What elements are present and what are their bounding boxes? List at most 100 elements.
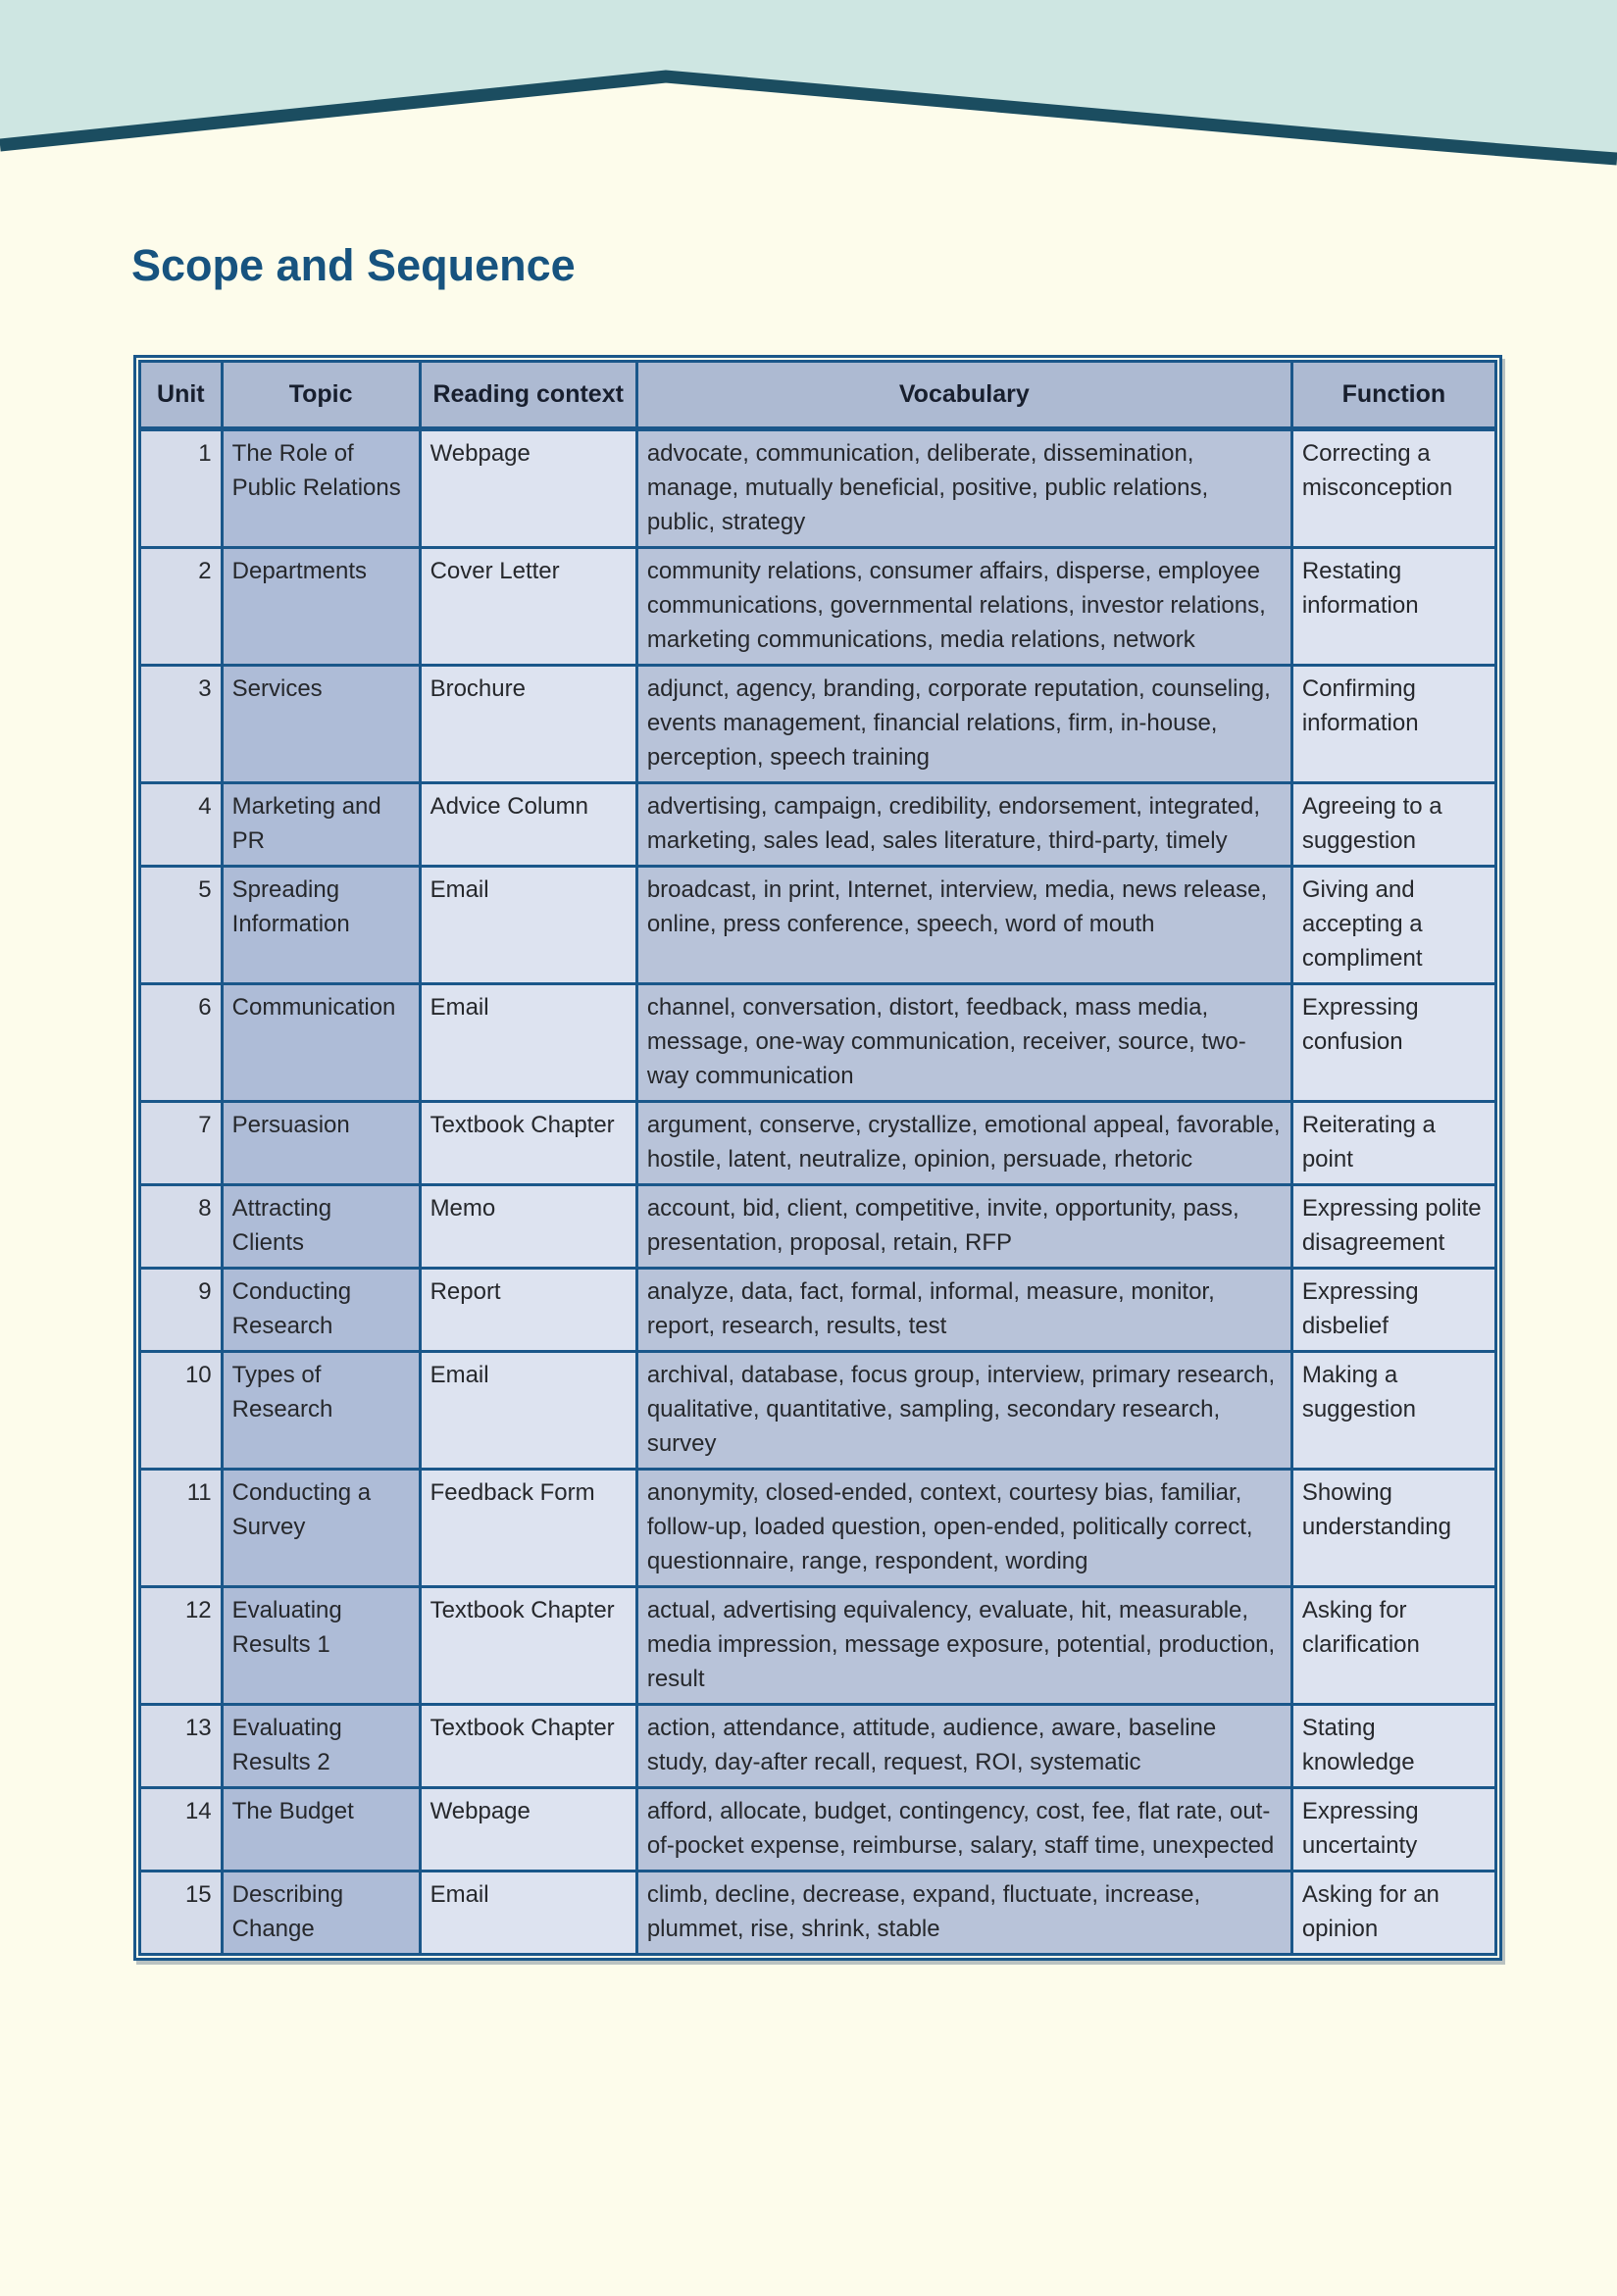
reading-context-cell: Webpage: [418, 427, 638, 549]
table-row: 15 Describing Change Email climb, declin…: [138, 1870, 1498, 1956]
unit-cell: 9: [138, 1267, 224, 1353]
column-header-topic: Topic: [220, 360, 422, 431]
table-row: 2 Departments Cover Letter community rel…: [138, 546, 1498, 667]
table-row: 13 Evaluating Results 2 Textbook Chapter…: [138, 1703, 1498, 1789]
topic-cell: Types of Research: [220, 1350, 422, 1471]
function-cell: Asking for clarification: [1289, 1585, 1498, 1706]
vocabulary-cell: archival, database, focus group, intervi…: [634, 1350, 1293, 1471]
table-row: 9 Conducting Research Report analyze, da…: [138, 1267, 1498, 1353]
vocabulary-cell: community relations, consumer affairs, d…: [634, 546, 1293, 667]
table-row: 3 Services Brochure adjunct, agency, bra…: [138, 664, 1498, 784]
reading-context-cell: Textbook Chapter: [418, 1703, 638, 1789]
table-row: 10 Types of Research Email archival, dat…: [138, 1350, 1498, 1471]
vocabulary-cell: account, bid, client, competitive, invit…: [634, 1183, 1293, 1270]
unit-cell: 13: [138, 1703, 224, 1789]
vocabulary-cell: actual, advertising equivalency, evaluat…: [634, 1585, 1293, 1706]
vocabulary-cell: anonymity, closed-ended, context, courte…: [634, 1468, 1293, 1588]
vocabulary-cell: action, attendance, attitude, audience, …: [634, 1703, 1293, 1789]
table-row: 11 Conducting a Survey Feedback Form ano…: [138, 1468, 1498, 1588]
reading-context-cell: Feedback Form: [418, 1468, 638, 1588]
vocabulary-cell: advertising, campaign, credibility, endo…: [634, 781, 1293, 868]
unit-cell: 2: [138, 546, 224, 667]
table-row: 1 The Role of Public Relations Webpage a…: [138, 427, 1498, 549]
function-cell: Correcting a misconception: [1289, 427, 1498, 549]
topic-cell: Evaluating Results 1: [220, 1585, 422, 1706]
scope-sequence-table-frame: Unit Topic Reading context Vocabulary Fu…: [133, 355, 1502, 1961]
reading-context-cell: Cover Letter: [418, 546, 638, 667]
reading-context-cell: Email: [418, 1870, 638, 1956]
vocabulary-cell: channel, conversation, distort, feedback…: [634, 982, 1293, 1103]
function-cell: Expressing uncertainty: [1289, 1786, 1498, 1872]
table-row: 8 Attracting Clients Memo account, bid, …: [138, 1183, 1498, 1270]
unit-cell: 10: [138, 1350, 224, 1471]
header-row: Unit Topic Reading context Vocabulary Fu…: [138, 360, 1498, 431]
table-row: 6 Communication Email channel, conversat…: [138, 982, 1498, 1103]
unit-cell: 3: [138, 664, 224, 784]
unit-cell: 11: [138, 1468, 224, 1588]
scope-sequence-table: Unit Topic Reading context Vocabulary Fu…: [138, 360, 1498, 1956]
column-header-function: Function: [1289, 360, 1498, 431]
table-row: 5 Spreading Information Email broadcast,…: [138, 865, 1498, 985]
function-cell: Confirming information: [1289, 664, 1498, 784]
vocabulary-cell: argument, conserve, crystallize, emotion…: [634, 1100, 1293, 1186]
column-header-vocabulary: Vocabulary: [634, 360, 1293, 431]
teal-ridge-line: [0, 70, 1617, 166]
column-header-unit: Unit: [138, 360, 224, 431]
reading-context-cell: Email: [418, 982, 638, 1103]
page-title: Scope and Sequence: [131, 240, 576, 290]
function-cell: Asking for an opinion: [1289, 1870, 1498, 1956]
function-cell: Restating information: [1289, 546, 1498, 667]
unit-cell: 8: [138, 1183, 224, 1270]
topic-cell: Conducting a Survey: [220, 1468, 422, 1588]
unit-cell: 5: [138, 865, 224, 985]
table-row: 7 Persuasion Textbook Chapter argument, …: [138, 1100, 1498, 1186]
topic-cell: Attracting Clients: [220, 1183, 422, 1270]
topic-cell: Conducting Research: [220, 1267, 422, 1353]
vocabulary-cell: afford, allocate, budget, contingency, c…: [634, 1786, 1293, 1872]
vocabulary-cell: broadcast, in print, Internet, interview…: [634, 865, 1293, 985]
vocabulary-cell: climb, decline, decrease, expand, fluctu…: [634, 1870, 1293, 1956]
reading-context-cell: Brochure: [418, 664, 638, 784]
function-cell: Expressing confusion: [1289, 982, 1498, 1103]
reading-context-cell: Email: [418, 1350, 638, 1471]
column-header-reading-context: Reading context: [418, 360, 638, 431]
topic-cell: Spreading Information: [220, 865, 422, 985]
topic-cell: Marketing and PR: [220, 781, 422, 868]
topic-cell: Evaluating Results 2: [220, 1703, 422, 1789]
reading-context-cell: Advice Column: [418, 781, 638, 868]
topic-cell: Persuasion: [220, 1100, 422, 1186]
vocabulary-cell: adjunct, agency, branding, corporate rep…: [634, 664, 1293, 784]
topic-cell: Departments: [220, 546, 422, 667]
unit-cell: 7: [138, 1100, 224, 1186]
unit-cell: 4: [138, 781, 224, 868]
function-cell: Reiterating a point: [1289, 1100, 1498, 1186]
topic-cell: Describing Change: [220, 1870, 422, 1956]
topic-cell: The Role of Public Relations: [220, 427, 422, 549]
table-row: 4 Marketing and PR Advice Column adverti…: [138, 781, 1498, 868]
vocabulary-cell: analyze, data, fact, formal, informal, m…: [634, 1267, 1293, 1353]
function-cell: Giving and accepting a compliment: [1289, 865, 1498, 985]
function-cell: Showing understanding: [1289, 1468, 1498, 1588]
unit-cell: 6: [138, 982, 224, 1103]
reading-context-cell: Textbook Chapter: [418, 1585, 638, 1706]
unit-cell: 1: [138, 427, 224, 549]
function-cell: Making a suggestion: [1289, 1350, 1498, 1471]
reading-context-cell: Email: [418, 865, 638, 985]
table-row: 12 Evaluating Results 1 Textbook Chapter…: [138, 1585, 1498, 1706]
topic-cell: Services: [220, 664, 422, 784]
unit-cell: 14: [138, 1786, 224, 1872]
table-row: 14 The Budget Webpage afford, allocate, …: [138, 1786, 1498, 1872]
topic-cell: Communication: [220, 982, 422, 1103]
reading-context-cell: Textbook Chapter: [418, 1100, 638, 1186]
unit-cell: 15: [138, 1870, 224, 1956]
reading-context-cell: Memo: [418, 1183, 638, 1270]
reading-context-cell: Report: [418, 1267, 638, 1353]
topic-cell: The Budget: [220, 1786, 422, 1872]
unit-cell: 12: [138, 1585, 224, 1706]
page-top-decoration: [0, 0, 1617, 166]
function-cell: Agreeing to a suggestion: [1289, 781, 1498, 868]
function-cell: Expressing polite disagreement: [1289, 1183, 1498, 1270]
reading-context-cell: Webpage: [418, 1786, 638, 1872]
function-cell: Expressing disbelief: [1289, 1267, 1498, 1353]
vocabulary-cell: advocate, communication, deliberate, dis…: [634, 427, 1293, 549]
